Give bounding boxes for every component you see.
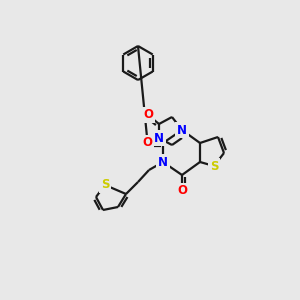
Text: S: S [101,178,109,191]
Text: N: N [177,124,187,136]
Text: S: S [210,160,218,172]
Text: O: O [143,109,153,122]
Text: O: O [142,136,152,149]
Text: N: N [158,155,168,169]
Text: O: O [177,184,187,197]
Text: N: N [154,131,164,145]
